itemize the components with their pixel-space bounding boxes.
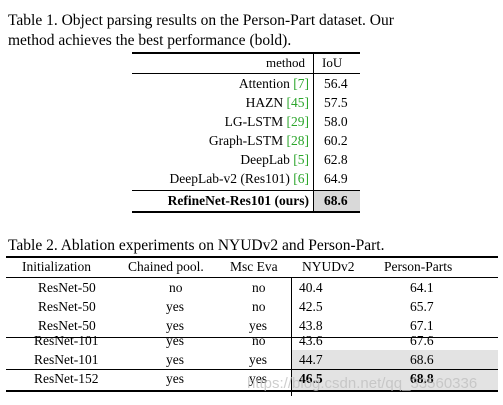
table2-init-cell: ResNet-101 [34, 333, 99, 348]
table2-column-divider [291, 277, 292, 396]
table2: Initialization Chained pool. Msc Eva NYU… [6, 256, 498, 396]
table1-caption-line1: Table 1. Object parsing results on the P… [8, 12, 394, 29]
table2-nyud-cell: 42.5 [299, 299, 323, 314]
table2-chained-cell: yes [166, 299, 184, 314]
table2-person-cell: 68.8 [410, 371, 434, 386]
table2-header-nyud: NYUDv2 [302, 259, 355, 274]
table2-row5-highlight [292, 350, 498, 369]
table2-init-cell: ResNet-50 [38, 318, 96, 333]
table2-header-msc: Msc Eva [230, 259, 278, 274]
table1-method-cell: HAZN [45] [245, 95, 309, 110]
table2-chained-cell: no [169, 280, 183, 295]
table2-caption: Table 2. Ablation experiments on NYUDv2 … [8, 237, 385, 254]
table2-nyud-cell: 43.6 [299, 333, 323, 348]
table1-best-method: RefineNet-Res101 (ours) [167, 193, 309, 208]
table1: method IoU Attention [7] 56.4 HAZN [45] … [132, 52, 360, 213]
table2-msc-cell: no [252, 280, 266, 295]
table2-row6-highlight [292, 370, 498, 390]
table1-header-iou: IoU [322, 55, 343, 70]
table1-iou-cell: 58.0 [324, 114, 348, 129]
table2-person-cell: 64.1 [410, 280, 434, 295]
table2-group-rule [6, 337, 498, 338]
table2-bottom-rule [6, 390, 498, 392]
table2-person-cell: 67.6 [410, 333, 434, 348]
table1-method-cell: DeepLab [5] [240, 152, 309, 167]
table2-person-cell: 65.7 [410, 299, 434, 314]
table1-best-highlight [314, 191, 360, 211]
table1-iou-cell: 60.2 [324, 133, 348, 148]
table1-caption-line2: method achieves the best performance (bo… [8, 32, 292, 49]
table2-last-rule [6, 369, 498, 370]
table2-chained-cell: yes [166, 318, 184, 333]
table1-best-iou: 68.6 [324, 193, 348, 208]
table2-top-rule [6, 256, 498, 258]
table1-top-rule [132, 52, 360, 54]
table2-header-chained: Chained pool. [128, 259, 204, 274]
table2-init-cell: ResNet-101 [34, 352, 99, 367]
table1-iou-cell: 56.4 [324, 76, 348, 91]
table1-header-method: method [266, 55, 305, 70]
table1-method-cell: Attention [7] [238, 76, 309, 91]
table2-msc-cell: yes [249, 318, 267, 333]
table2-person-cell: 67.1 [410, 318, 434, 333]
table2-chained-cell: yes [166, 371, 184, 386]
table1-method-cell: DeepLab-v2 (Res101) [6] [169, 171, 309, 186]
table2-init-cell: ResNet-152 [34, 371, 99, 386]
table2-init-cell: ResNet-50 [38, 280, 96, 295]
table2-msc-cell: no [252, 333, 266, 348]
table1-iou-cell: 57.5 [324, 95, 348, 110]
table2-chained-cell: yes [166, 333, 184, 348]
table1-bottom-rule [132, 211, 360, 213]
table2-header-rule [6, 277, 498, 278]
table2-init-cell: ResNet-50 [38, 299, 96, 314]
table2-nyud-cell: 43.8 [299, 318, 323, 333]
watermark: https://blog.csdn.net/qq_33560336 [247, 375, 478, 392]
table1-best-rule [132, 190, 360, 191]
table2-msc-cell: yes [249, 352, 267, 367]
table2-chained-cell: yes [166, 352, 184, 367]
table1-column-divider [313, 52, 314, 212]
table2-nyud-cell: 44.7 [299, 352, 323, 367]
table2-person-cell: 68.6 [410, 352, 434, 367]
table2-msc-cell: no [252, 299, 266, 314]
table2-header-init: Initialization [22, 259, 91, 274]
table2-msc-cell: yes [249, 371, 267, 386]
table1-iou-cell: 62.8 [324, 152, 348, 167]
table1-method-cell: Graph-LSTM [28] [208, 133, 309, 148]
table2-nyud-cell: 40.4 [299, 280, 323, 295]
table2-nyud-cell: 46.5 [299, 371, 323, 386]
table1-iou-cell: 64.9 [324, 171, 348, 186]
table2-header-person: Person-Parts [384, 259, 453, 274]
table1-header-rule [132, 73, 360, 74]
table1-method-cell: LG-LSTM [29] [224, 114, 309, 129]
